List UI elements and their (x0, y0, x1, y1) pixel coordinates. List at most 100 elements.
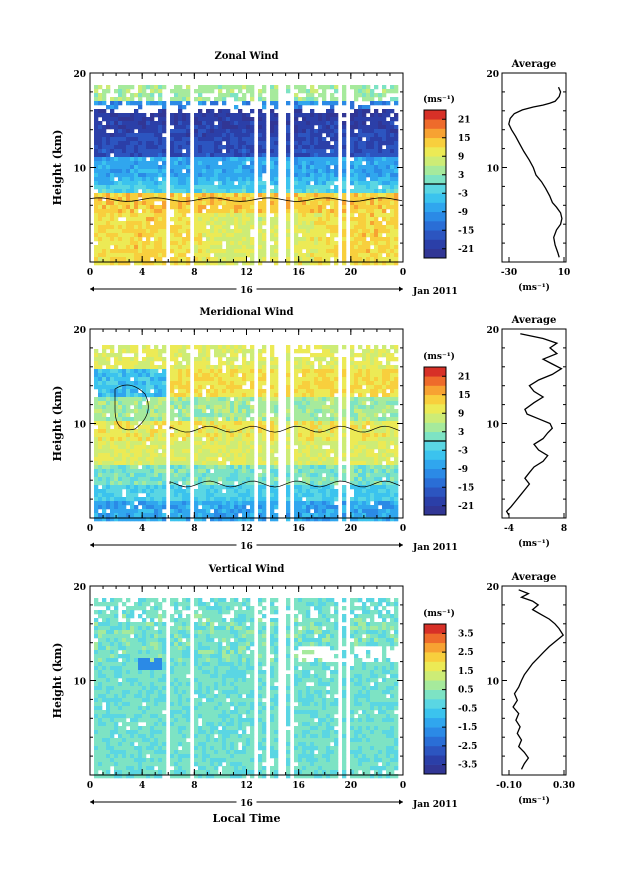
heatmap-cell (354, 369, 358, 373)
heatmap-cell (394, 401, 398, 405)
heatmap-cell (394, 253, 398, 257)
heatmap-cell (366, 417, 370, 421)
heatmap-cell (378, 173, 382, 177)
heatmap-cell (118, 377, 122, 381)
heatmap-cell (98, 389, 102, 393)
heatmap-cell (298, 413, 302, 417)
heatmap-cell (318, 353, 322, 357)
heatmap-cell (174, 405, 178, 409)
heatmap-cell (202, 373, 206, 377)
heatmap-cell (318, 229, 322, 233)
heatmap-cell (146, 373, 150, 377)
heatmap-cell (314, 233, 318, 237)
heatmap-cell (102, 205, 106, 209)
heatmap-cell (262, 205, 266, 209)
heatmap-cell (102, 425, 106, 429)
heatmap-cell (390, 137, 394, 141)
heatmap-cell (142, 473, 146, 477)
heatmap-cell (350, 453, 354, 457)
heatmap-cell (310, 377, 314, 381)
heatmap-cell (374, 217, 378, 221)
heatmap-cell (350, 421, 354, 425)
heatmap-cell (94, 85, 98, 89)
heatmap-cell (322, 437, 326, 441)
heatmap-cell (146, 181, 150, 185)
heatmap-cell (106, 389, 110, 393)
heatmap-cell (206, 109, 210, 113)
heatmap-cell (94, 365, 98, 369)
heatmap-cell (370, 405, 374, 409)
heatmap-cell (326, 405, 330, 409)
heatmap-cell (226, 157, 230, 161)
heatmap-cell (306, 237, 310, 241)
heatmap-cell (366, 421, 370, 425)
heatmap-cell (110, 121, 114, 125)
heatmap-cell (202, 405, 206, 409)
heatmap-cell (182, 229, 186, 233)
heatmap-cell (98, 409, 102, 413)
heatmap-cell (378, 177, 382, 181)
heatmap-cell (158, 113, 162, 117)
heatmap-cell (214, 149, 218, 153)
heatmap-cell (226, 385, 230, 389)
heatmap-cell (246, 193, 250, 197)
heatmap-cell (186, 377, 190, 381)
heatmap-cell (158, 181, 162, 185)
heatmap-cell (322, 233, 326, 237)
heatmap-cell (310, 113, 314, 117)
colorbar-tick-label: -9 (458, 208, 468, 218)
heatmap-cell (170, 381, 174, 385)
heatmap-cell (314, 369, 318, 373)
heatmap-cell (370, 177, 374, 181)
heatmap-cell (130, 357, 134, 361)
heatmap-cell (234, 133, 238, 137)
heatmap-cell (342, 473, 346, 477)
heatmap-cell (370, 441, 374, 445)
heatmap-cell (150, 241, 154, 245)
heatmap-cell (130, 469, 134, 473)
heatmap-cell (270, 193, 274, 197)
heatmap-cell (94, 465, 98, 469)
heatmap-cell (102, 465, 106, 469)
heatmap-cell (250, 389, 254, 393)
heatmap-cell (194, 185, 198, 189)
heatmap-cell (230, 221, 234, 225)
heatmap-cell (118, 433, 122, 437)
heatmap-cell (270, 89, 274, 93)
heatmap-cell (302, 397, 306, 401)
heatmap-cell (350, 385, 354, 389)
heatmap-cell (226, 373, 230, 377)
heatmap-cell (154, 185, 158, 189)
heatmap-cell (374, 465, 378, 469)
heatmap-cell (238, 145, 242, 149)
heatmap-cell (298, 105, 302, 109)
heatmap-cell (362, 393, 366, 397)
heatmap-cell (386, 237, 390, 241)
heatmap-cell (122, 461, 126, 465)
heatmap-cell (270, 205, 274, 209)
heatmap-cell (118, 177, 122, 181)
heatmap-cell (358, 461, 362, 465)
heatmap-cell (106, 217, 110, 221)
heatmap-cell (234, 149, 238, 153)
heatmap-cell (330, 473, 334, 477)
heatmap-cell (118, 353, 122, 357)
heatmap-cell (126, 145, 130, 149)
heatmap-cell (230, 141, 234, 145)
heatmap-cell (114, 193, 118, 197)
heatmap-cell (130, 177, 134, 181)
heatmap-cell (270, 429, 274, 433)
heatmap-cell (326, 225, 330, 229)
heatmap-cell (178, 445, 182, 449)
heatmap-cell (246, 229, 250, 233)
heatmap-cell (378, 165, 382, 169)
heatmap-cell (138, 241, 142, 245)
heatmap-cell (386, 357, 390, 361)
heatmap-cell (226, 253, 230, 257)
heatmap-cell (210, 377, 214, 381)
heatmap-cell (306, 193, 310, 197)
heatmap-cell (294, 161, 298, 165)
heatmap-cell (102, 245, 106, 249)
heatmap-cell (118, 245, 122, 249)
heatmap-cell (218, 129, 222, 133)
